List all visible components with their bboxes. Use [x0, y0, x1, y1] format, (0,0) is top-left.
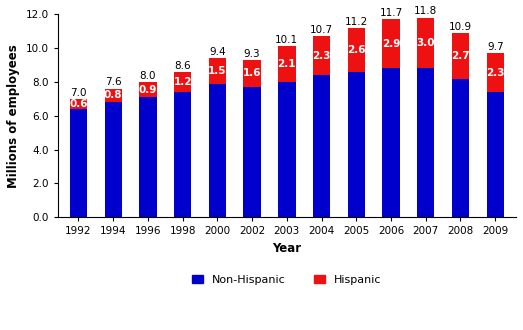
Bar [313, 36, 330, 75]
Text: 7.6: 7.6 [105, 78, 121, 87]
Text: 0.6: 0.6 [69, 99, 88, 109]
Bar [348, 28, 365, 72]
Bar [139, 97, 156, 217]
Text: 7.0: 7.0 [70, 88, 87, 98]
Text: 8.6: 8.6 [174, 61, 191, 71]
Text: 11.8: 11.8 [414, 6, 437, 16]
Bar [278, 82, 295, 217]
Y-axis label: Millions of employees: Millions of employees [7, 44, 20, 188]
Bar [382, 68, 400, 217]
Bar [174, 92, 191, 217]
Bar [243, 87, 261, 217]
Text: 2.1: 2.1 [278, 59, 296, 69]
Text: 0.9: 0.9 [139, 84, 157, 94]
Text: 1.2: 1.2 [174, 77, 192, 87]
Bar [313, 75, 330, 217]
Bar [105, 89, 122, 102]
Bar [243, 60, 261, 87]
Text: 2.3: 2.3 [312, 51, 331, 61]
Bar [452, 33, 469, 79]
X-axis label: Year: Year [272, 242, 301, 255]
Text: 2.6: 2.6 [347, 45, 366, 55]
Bar [452, 79, 469, 217]
Text: 10.7: 10.7 [310, 25, 333, 35]
Text: 1.5: 1.5 [208, 66, 226, 76]
Text: 8.0: 8.0 [140, 71, 156, 81]
Text: 3.0: 3.0 [416, 38, 435, 48]
Bar [105, 102, 122, 217]
Bar [139, 82, 156, 97]
Text: 9.3: 9.3 [244, 49, 260, 59]
Text: 0.8: 0.8 [104, 90, 122, 100]
Text: 2.7: 2.7 [451, 51, 470, 61]
Bar [70, 99, 87, 109]
Bar [382, 19, 400, 68]
Bar [209, 83, 226, 217]
Text: 11.7: 11.7 [379, 8, 403, 18]
Bar [278, 46, 295, 82]
Text: 11.2: 11.2 [345, 16, 368, 26]
Text: 1.6: 1.6 [243, 68, 262, 79]
Text: 2.3: 2.3 [486, 68, 505, 78]
Bar [486, 92, 504, 217]
Legend: Non-Hispanic, Hispanic: Non-Hispanic, Hispanic [192, 275, 381, 285]
Text: 10.1: 10.1 [275, 35, 299, 45]
Bar [348, 72, 365, 217]
Text: 9.4: 9.4 [209, 47, 226, 57]
Bar [486, 53, 504, 92]
Bar [70, 109, 87, 217]
Bar [417, 68, 435, 217]
Bar [209, 58, 226, 83]
Text: 2.9: 2.9 [382, 39, 400, 49]
Text: 10.9: 10.9 [449, 22, 472, 32]
Text: 9.7: 9.7 [487, 42, 504, 52]
Bar [417, 17, 435, 68]
Bar [174, 72, 191, 92]
